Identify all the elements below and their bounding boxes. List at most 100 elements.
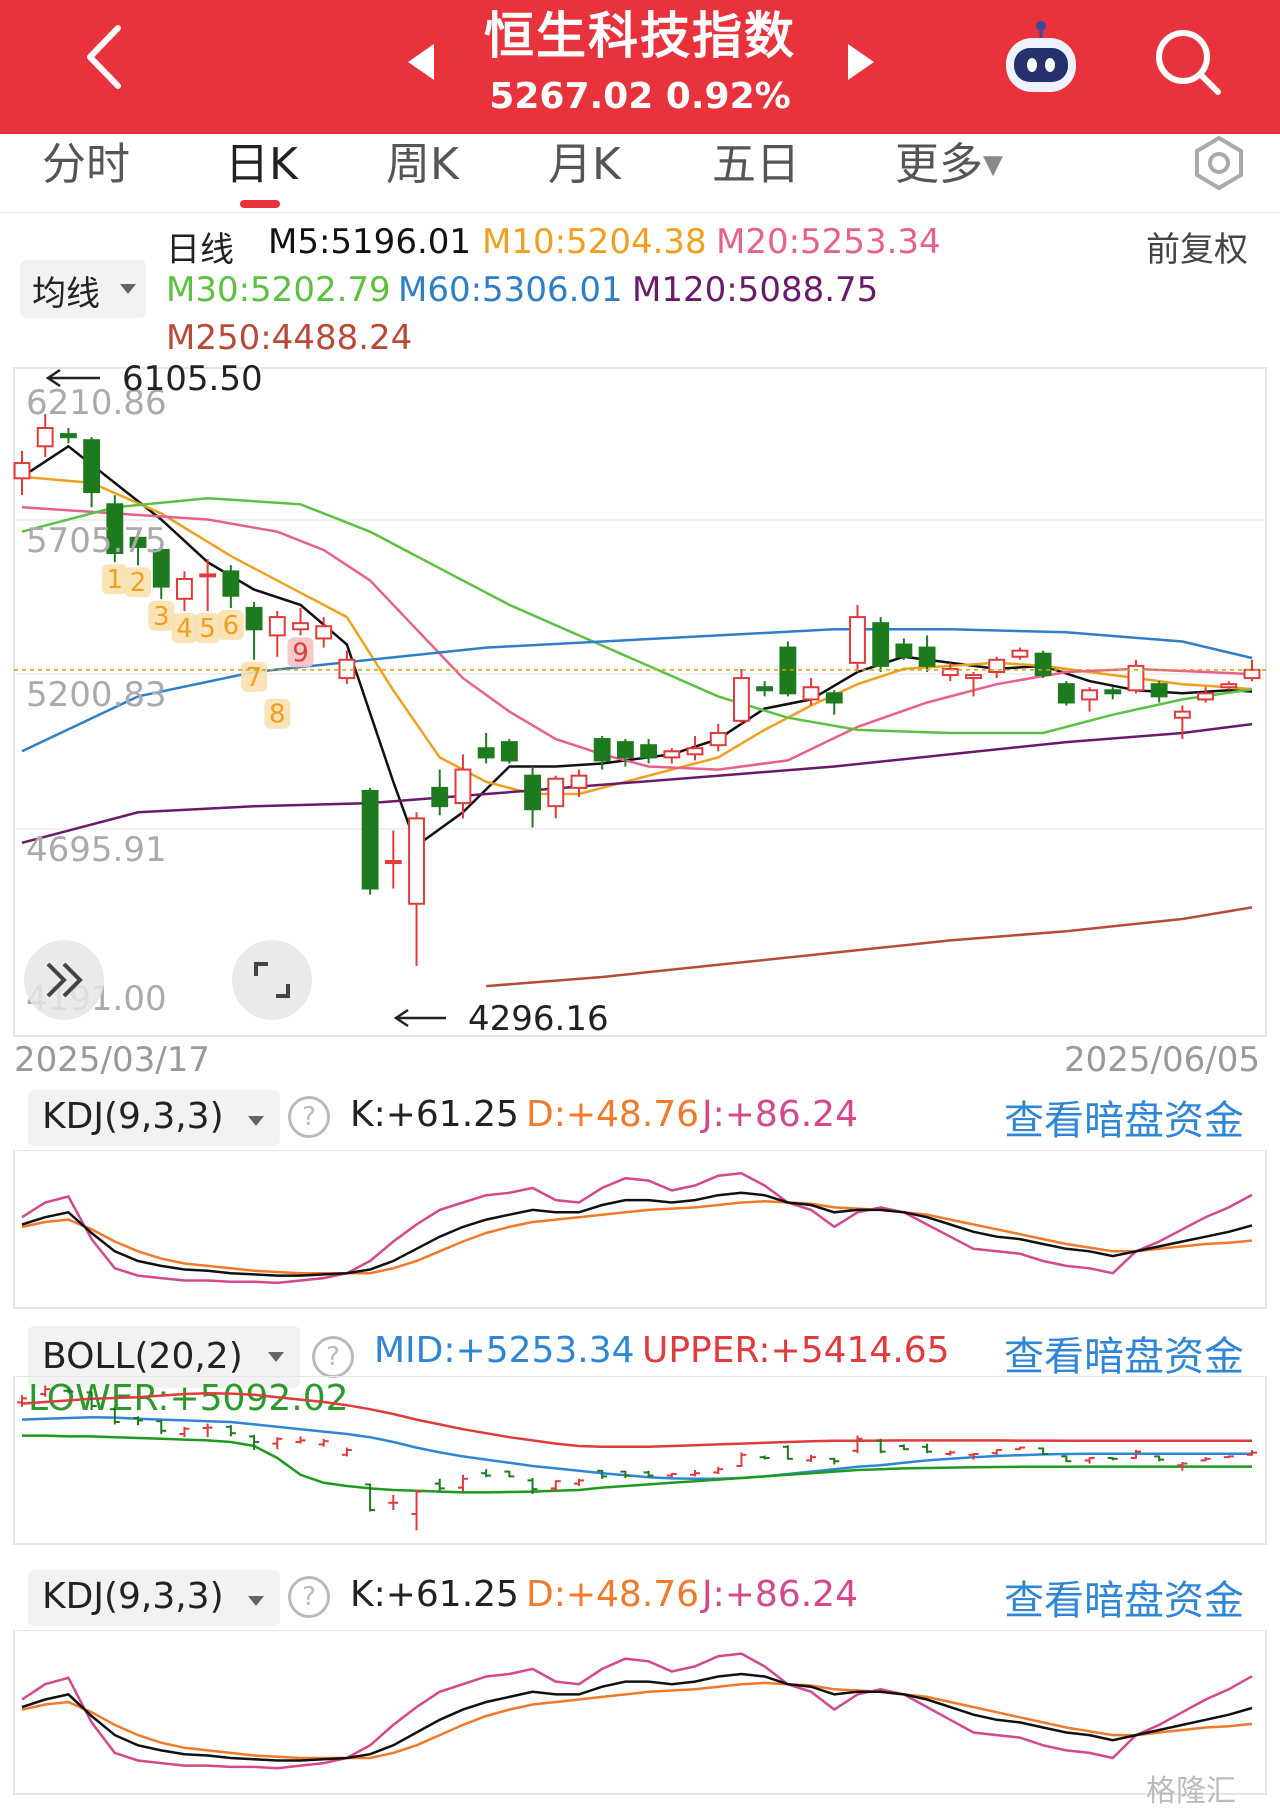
candle-body xyxy=(547,777,565,808)
tab-monthly-k[interactable]: 月K xyxy=(548,139,621,190)
ohlc-bar xyxy=(272,1437,283,1450)
candlestick-chart[interactable]: 1 23 4 5 678 9 6210.86 5705.75 5200.83 4695.9… xyxy=(0,364,1280,1074)
expand-sidebar-button[interactable] xyxy=(24,940,104,1020)
ohlc-bar xyxy=(365,1483,376,1512)
kdj-frame xyxy=(13,1630,1267,1795)
help-icon[interactable]: ? xyxy=(288,1576,330,1618)
candle-body xyxy=(1034,652,1052,677)
low-price-label: 4296.16 xyxy=(468,999,609,1039)
back-arrow-icon[interactable] xyxy=(72,22,142,92)
next-index-icon[interactable] xyxy=(842,40,878,84)
candle xyxy=(895,638,913,660)
kdj-indicator-selector-2[interactable]: KDJ(9,3,3) xyxy=(28,1570,280,1626)
kdj-chart xyxy=(13,1150,1267,1309)
candle xyxy=(1104,687,1122,700)
td-marker-number: 4 xyxy=(176,614,193,644)
td-marker-number: 9 xyxy=(292,638,309,668)
ma-indicator-selector[interactable]: 均线 xyxy=(20,260,146,318)
candle xyxy=(292,607,309,636)
ma-line-m30 xyxy=(21,496,1253,735)
ohlc-bar xyxy=(759,1455,770,1460)
candle-body xyxy=(1127,664,1145,692)
tab-weekly-k[interactable]: 周K xyxy=(386,139,459,190)
candle xyxy=(593,736,611,770)
candle-body xyxy=(500,741,518,762)
ma10-value: M10:5204.38 xyxy=(482,222,707,262)
ma20-value: M20:5253.34 xyxy=(716,222,941,262)
ma-line-m5 xyxy=(21,444,1253,848)
candle xyxy=(1011,647,1029,660)
ohlc-bar xyxy=(156,1419,167,1434)
ma-line-m120 xyxy=(21,722,1253,845)
ohlc-bar xyxy=(225,1425,236,1437)
td-marker-badge xyxy=(101,564,128,595)
candle-body xyxy=(872,622,890,667)
candle xyxy=(686,736,704,761)
candle xyxy=(1220,681,1238,691)
ohlc-bar xyxy=(411,1490,422,1531)
ohlc-bar xyxy=(782,1445,793,1460)
candle-body xyxy=(1220,683,1238,689)
candle xyxy=(1057,681,1075,706)
candle xyxy=(663,748,681,764)
tab-more[interactable]: 更多▼ xyxy=(895,128,1003,192)
date-start-label: 2025/03/17 xyxy=(14,1040,210,1080)
candle xyxy=(454,754,472,819)
candle-body xyxy=(1243,668,1261,680)
candle xyxy=(640,739,658,764)
tab-intraday[interactable]: 分时 xyxy=(42,139,130,190)
kdj-d-line xyxy=(21,1681,1253,1760)
candle xyxy=(988,656,1006,679)
candle xyxy=(802,678,820,706)
ohlc-bar xyxy=(133,1416,144,1426)
td-sequence-marker: 5 xyxy=(194,612,221,644)
fullscreen-button[interactable] xyxy=(232,940,312,1020)
candle xyxy=(384,830,402,889)
assistant-robot-icon[interactable] xyxy=(996,18,1086,98)
ohlc-bar xyxy=(457,1474,468,1492)
search-icon[interactable] xyxy=(1150,24,1226,100)
ohlc-bar xyxy=(1107,1457,1118,1461)
settings-icon[interactable] xyxy=(1190,134,1248,192)
help-icon[interactable]: ? xyxy=(288,1096,330,1138)
kdj-j-value: J:+86.24 xyxy=(702,1574,858,1615)
help-icon[interactable]: ? xyxy=(312,1336,354,1378)
active-tab-indicator xyxy=(240,200,280,208)
ohlc-bar xyxy=(527,1478,538,1494)
tab-five-day[interactable]: 五日 xyxy=(712,139,800,190)
ohlc-bar xyxy=(434,1478,445,1491)
boll-indicator-selector[interactable]: BOLL(20,2) xyxy=(28,1326,300,1388)
candle xyxy=(477,732,495,764)
dark-pool-funds-link[interactable]: 查看暗盘资金 xyxy=(1004,1098,1244,1144)
candle-body xyxy=(616,741,634,759)
candle xyxy=(918,635,936,672)
previous-index-icon[interactable] xyxy=(404,40,440,84)
chevron-down-icon: ▼ xyxy=(983,150,1003,180)
high-marker-arrowhead xyxy=(45,368,61,388)
td-marker-badge xyxy=(217,609,244,640)
fullscreen-icon xyxy=(254,962,290,998)
kdj-indicator-selector[interactable]: KDJ(9,3,3) xyxy=(28,1090,280,1146)
candle-body xyxy=(686,747,704,756)
candle-body xyxy=(965,674,982,680)
candle xyxy=(431,769,449,816)
td-sequence-marker: 9 xyxy=(287,637,314,668)
ohlc-bar xyxy=(922,1443,933,1454)
candle-body xyxy=(245,606,263,631)
adjust-mode-label[interactable]: 前复权 xyxy=(1146,230,1248,270)
candle-body xyxy=(199,573,217,578)
candle-body xyxy=(106,503,124,555)
td-sequence-marker: 7 xyxy=(241,661,268,693)
tab-daily-k[interactable]: 日K xyxy=(225,139,298,190)
td-marker-number: 1 xyxy=(107,565,124,595)
td-marker-number: 3 xyxy=(153,602,170,632)
ma60-value: M60:5306.01 xyxy=(398,270,623,310)
candle-body xyxy=(315,625,333,640)
candle-body xyxy=(733,677,750,722)
dark-pool-funds-link[interactable]: 查看暗盘资金 xyxy=(1004,1578,1244,1624)
double-chevron-right-icon xyxy=(46,962,83,998)
candle-body xyxy=(524,774,541,811)
dark-pool-funds-link[interactable]: 查看暗盘资金 xyxy=(1004,1334,1244,1380)
candle xyxy=(199,559,217,611)
header-bar: 恒生科技指数 5267.02 0.92% xyxy=(0,0,1280,134)
